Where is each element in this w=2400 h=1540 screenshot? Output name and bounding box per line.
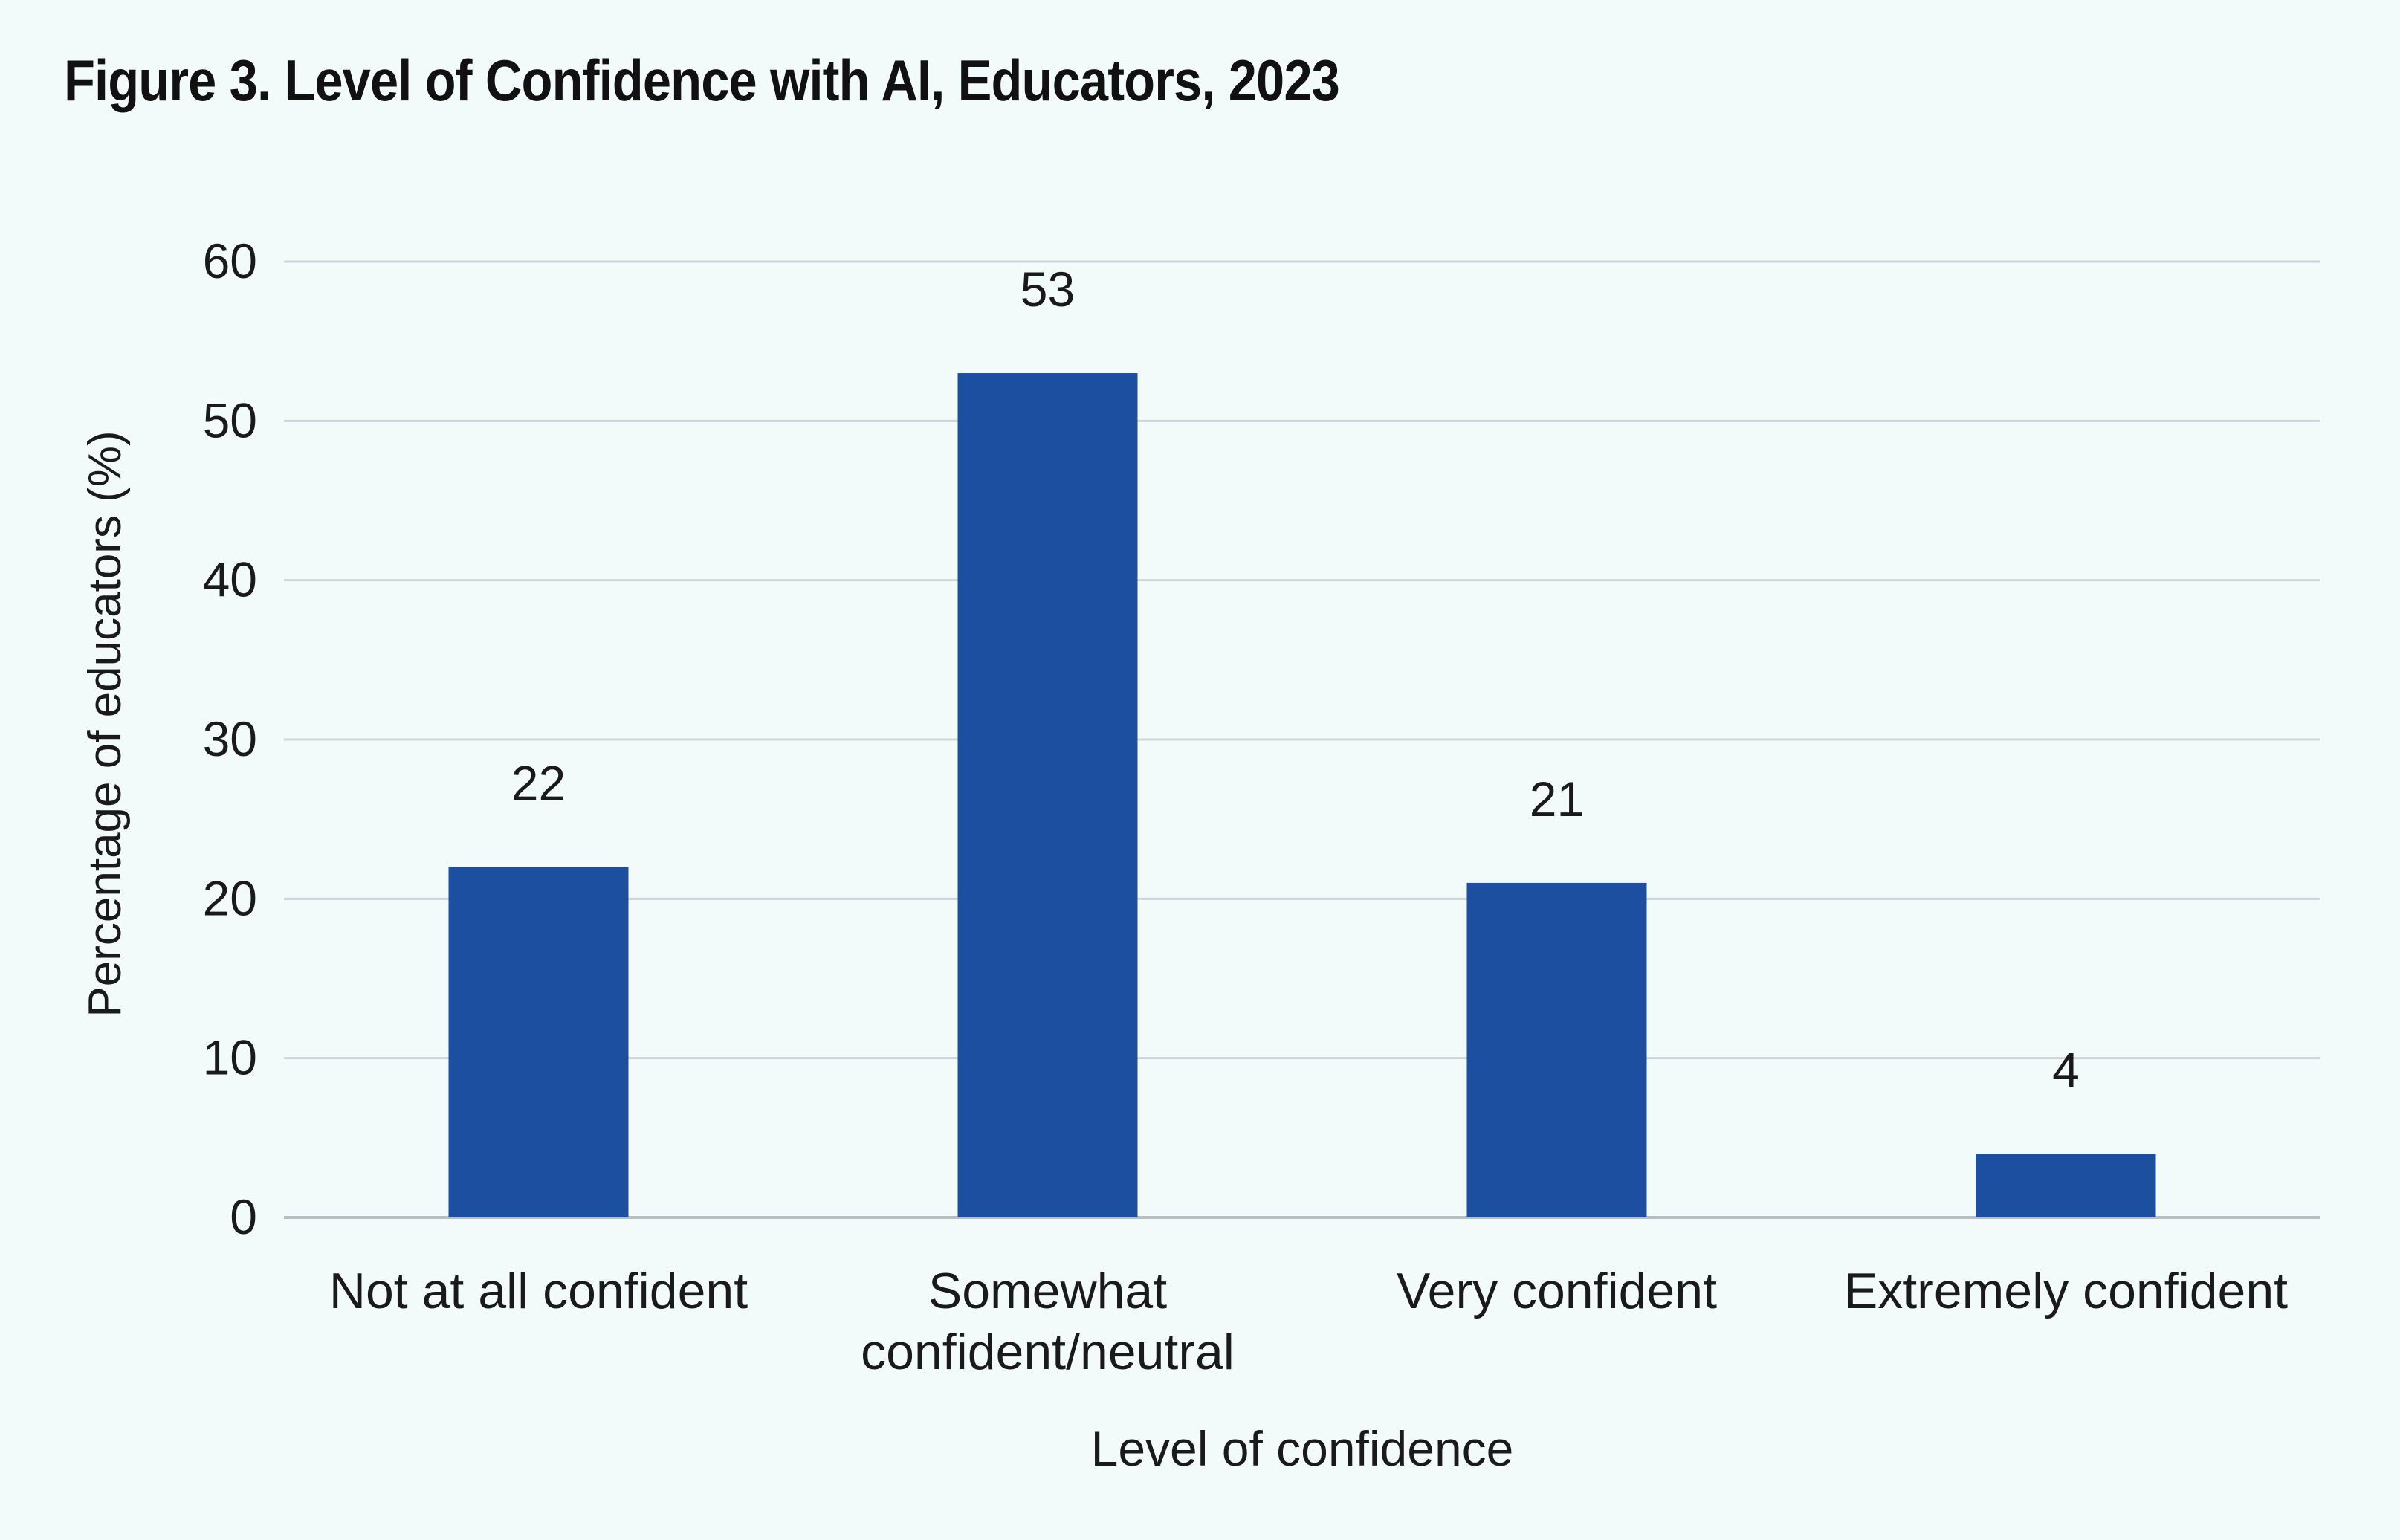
- x-tick-label: Very confident: [1397, 1263, 1717, 1319]
- x-axis-title: Level of confidence: [1091, 1421, 1514, 1476]
- bar: [957, 373, 1138, 1217]
- bar: [1466, 882, 1647, 1217]
- bar: [1976, 1154, 2156, 1217]
- x-tick-label: Extremely confident: [1844, 1263, 2288, 1319]
- data-labels: 22 53 21 4: [511, 262, 2080, 1097]
- y-tick-label: 30: [203, 711, 257, 766]
- y-tick-label: 10: [203, 1030, 257, 1085]
- figure-title: Figure 3. Level of Confidence with AI, E…: [64, 48, 1340, 113]
- x-tick-label: Not at all confident: [329, 1263, 748, 1319]
- data-label: 22: [511, 755, 566, 810]
- y-tick-label: 0: [230, 1189, 257, 1244]
- y-tick-label: 20: [203, 870, 257, 925]
- data-label: 21: [1530, 771, 1584, 826]
- data-label: 4: [2052, 1042, 2080, 1097]
- data-label: 53: [1021, 262, 1075, 317]
- x-axis-ticks: Not at all confident Somewhat confident/ne…: [329, 1263, 2288, 1380]
- y-axis-title: Percentage of educators (%): [80, 430, 131, 1017]
- y-tick-label: 60: [203, 233, 257, 288]
- x-tick-label: Somewhat confident/neutral: [861, 1263, 1235, 1380]
- bar: [448, 867, 629, 1217]
- y-tick-label: 50: [203, 392, 257, 447]
- bars: [448, 373, 2156, 1217]
- y-axis-ticks: 0 10 20 30 40 50 60: [203, 233, 257, 1244]
- y-tick-label: 40: [203, 552, 257, 607]
